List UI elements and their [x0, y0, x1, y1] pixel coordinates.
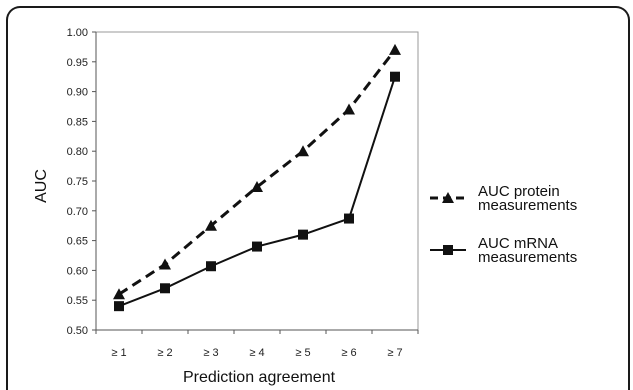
- legend-square-marker: [443, 245, 453, 255]
- series-1: [114, 71, 400, 312]
- legend-triangle-marker: [442, 192, 454, 203]
- triangle-marker: [251, 180, 263, 192]
- square-marker: [298, 229, 308, 240]
- x-tick-label: ≥ 6: [341, 347, 356, 359]
- triangle-marker: [159, 258, 171, 270]
- y-tick-label: 0.95: [67, 57, 88, 69]
- square-marker: [206, 261, 216, 272]
- x-tick-label: ≥ 3: [203, 347, 218, 359]
- x-tick-label: ≥ 7: [387, 347, 402, 359]
- square-marker: [160, 283, 170, 294]
- y-tick-label: 0.70: [67, 206, 88, 218]
- square-marker: [252, 241, 262, 252]
- plot-area: 0.50 0.55 0.60 0.65 0.70 0.75 0.80 0.85 0.90 0.95…: [67, 27, 419, 359]
- x-tick-label: ≥ 5: [295, 347, 310, 359]
- y-tick-label: 0.65: [67, 236, 88, 248]
- y-tick-label: 0.60: [67, 265, 88, 277]
- y-tick-label: 0.55: [67, 295, 88, 307]
- x-tick-label: ≥ 2: [157, 347, 172, 359]
- x-axis-title: Prediction agreement: [183, 369, 336, 386]
- x-tick-label: ≥ 1: [111, 347, 126, 359]
- y-tick-label: 1.00: [67, 27, 88, 39]
- figure-frame: [6, 6, 630, 390]
- square-marker: [114, 301, 124, 312]
- square-marker: [344, 213, 354, 224]
- triangle-marker: [343, 103, 355, 115]
- y-tick-label: 0.50: [67, 325, 88, 337]
- x-tick-label: ≥ 4: [249, 347, 264, 359]
- legend-label: measurements: [478, 249, 577, 266]
- y-tick-label: 0.90: [67, 87, 88, 99]
- triangle-marker: [389, 43, 401, 55]
- y-axis-title: AUC: [33, 169, 50, 203]
- legend-label: measurements: [478, 197, 577, 214]
- square-marker: [390, 71, 400, 82]
- series-line: [118, 48, 397, 296]
- y-tick-label: 0.85: [67, 116, 88, 128]
- y-tick-label: 0.80: [67, 146, 88, 158]
- x-ticks: ≥ 1 ≥ 2 ≥ 3 ≥ 4 ≥ 5 ≥ 6 ≥ 7: [95, 330, 419, 359]
- legend-label: AUC protein: [478, 183, 560, 200]
- legend-label: AUC mRNA: [478, 235, 558, 252]
- series-0: [113, 43, 401, 300]
- series-layer: [113, 43, 401, 312]
- y-tick-label: 0.75: [67, 176, 88, 188]
- triangle-marker: [297, 145, 309, 157]
- y-ticks: 0.50 0.55 0.60 0.65 0.70 0.75 0.80 0.85 0.90 0.95…: [67, 27, 96, 337]
- triangle-marker: [113, 288, 125, 300]
- triangle-marker: [205, 219, 217, 231]
